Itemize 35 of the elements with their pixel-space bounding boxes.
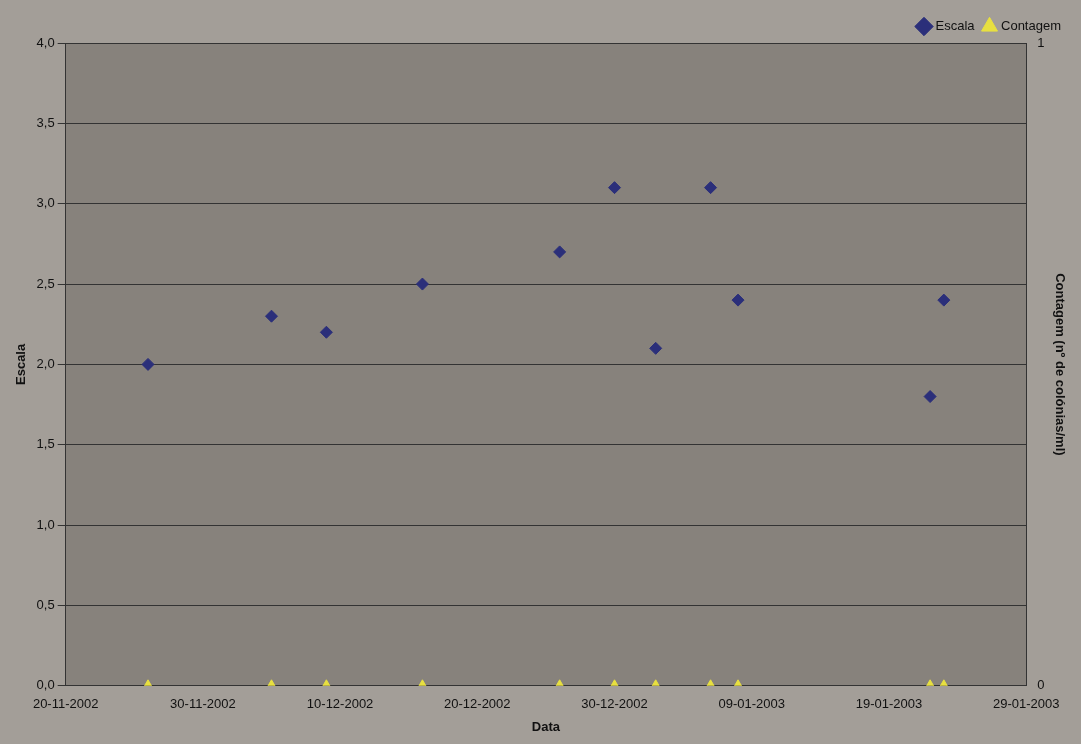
y-tick-label: 4,0 xyxy=(36,34,55,50)
x-tick-label: 19-01-2003 xyxy=(855,696,923,712)
y-tick-label: 1,0 xyxy=(36,516,55,532)
y2-axis-title: Contagem (nº de colónias/ml) xyxy=(1052,273,1068,456)
y-axis-title: Escala xyxy=(13,343,29,385)
point xyxy=(319,325,333,339)
y2-tick-label: 0 xyxy=(1037,677,1045,693)
y2-tick-label: 1 xyxy=(1037,34,1045,50)
point xyxy=(649,341,663,355)
point xyxy=(923,390,937,404)
legend-label: Contagem xyxy=(1001,18,1062,34)
x-tick-label: 30-11-2002 xyxy=(170,696,236,712)
y-tick-label: 3,5 xyxy=(36,114,55,130)
y-tick-label: 2,5 xyxy=(36,275,55,291)
legend-label: Escala xyxy=(935,18,976,34)
x-tick-label: 10-12-2002 xyxy=(306,696,374,712)
point xyxy=(608,181,622,195)
point xyxy=(141,357,155,371)
x-tick-label: 30-12-2002 xyxy=(581,696,648,712)
point xyxy=(415,277,429,291)
x-tick-label: 29-01-2003 xyxy=(992,696,1060,712)
y-tick-label: 0,5 xyxy=(36,597,55,613)
point xyxy=(937,293,951,307)
y-tick-label: 3,0 xyxy=(36,195,55,211)
point xyxy=(264,309,278,323)
point xyxy=(731,293,745,307)
x-tick-label: 20-12-2002 xyxy=(444,696,511,712)
y-tick-label: 0,0 xyxy=(36,677,55,693)
point xyxy=(553,245,567,259)
x-tick-label: 20-11-2002 xyxy=(32,696,99,712)
y-tick-label: 1,5 xyxy=(36,436,55,452)
x-tick-label: 09-01-2003 xyxy=(718,696,785,712)
y-tick-label: 2,0 xyxy=(36,355,55,371)
point xyxy=(704,181,718,195)
x-axis-title: Data xyxy=(531,718,561,734)
